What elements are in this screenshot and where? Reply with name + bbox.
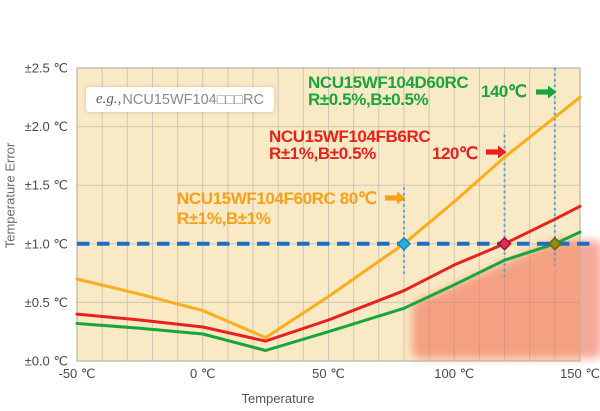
y-tick-label: ±0.5 ℃ <box>25 295 68 310</box>
temp-label-140: 140℃ <box>481 82 527 101</box>
series-curve-0 <box>75 95 582 340</box>
x-tick-label: 0 ℃ <box>190 366 215 381</box>
callout-red-series: NCU15WF104FB6RC R±1%,B±0.5% <box>269 127 431 163</box>
callout-green-part-number: NCU15WF104D60RC <box>308 73 469 92</box>
series-curve-2 <box>75 230 582 352</box>
arrow-icon-140 <box>536 85 557 99</box>
callout-orange-series: NCU15WF104F60RC 80℃ R±1%,B±1% <box>177 189 377 229</box>
part-number-example-box: e.g., NCU15WF104□□□RC <box>86 87 274 112</box>
y-tick-label: ±1.0 ℃ <box>25 236 68 251</box>
x-axis-title: Temperature <box>241 391 315 406</box>
temp-label-120: 120℃ <box>432 144 478 163</box>
example-prefix: e.g., <box>96 91 122 107</box>
x-tick-label: 150 ℃ <box>560 366 600 381</box>
callout-orange-tolerance: R±1%,B±1% <box>177 209 271 228</box>
callout-green-tolerance: R±0.5%,B±0.5% <box>308 90 429 109</box>
callout-green-series: NCU15WF104D60RC R±0.5%,B±0.5% <box>308 73 469 109</box>
x-tick-label: -50 ℃ <box>58 366 95 381</box>
arrow-icon-80 <box>385 191 406 205</box>
plot-border <box>76 67 581 362</box>
out-of-range-shaded-region <box>412 240 600 359</box>
callout-orange-part-number: NCU15WF104F60RC 80℃ <box>177 189 377 208</box>
y-tick-label: ±2.0 ℃ <box>25 119 68 134</box>
arrow-icon-120 <box>486 145 507 159</box>
crossing-marker-80 <box>396 236 412 251</box>
example-part-number: NCU15WF104□□□RC <box>122 91 264 108</box>
callout-red-tolerance: R±1%,B±0.5% <box>269 144 376 163</box>
y-tick-label: ±0.0 ℃ <box>25 354 68 369</box>
y-tick-label: ±1.5 ℃ <box>25 178 68 193</box>
y-tick-label: ±2.5 ℃ <box>25 61 68 76</box>
x-tick-label: 50 ℃ <box>312 366 345 381</box>
series-curve-1 <box>75 204 582 343</box>
crossing-marker-120 <box>497 236 512 251</box>
y-axis-title: Temperature Error <box>2 142 18 249</box>
callout-red-part-number: NCU15WF104FB6RC <box>269 127 431 146</box>
crossing-marker-140 <box>547 236 562 251</box>
x-tick-label: 100 ℃ <box>434 366 474 381</box>
